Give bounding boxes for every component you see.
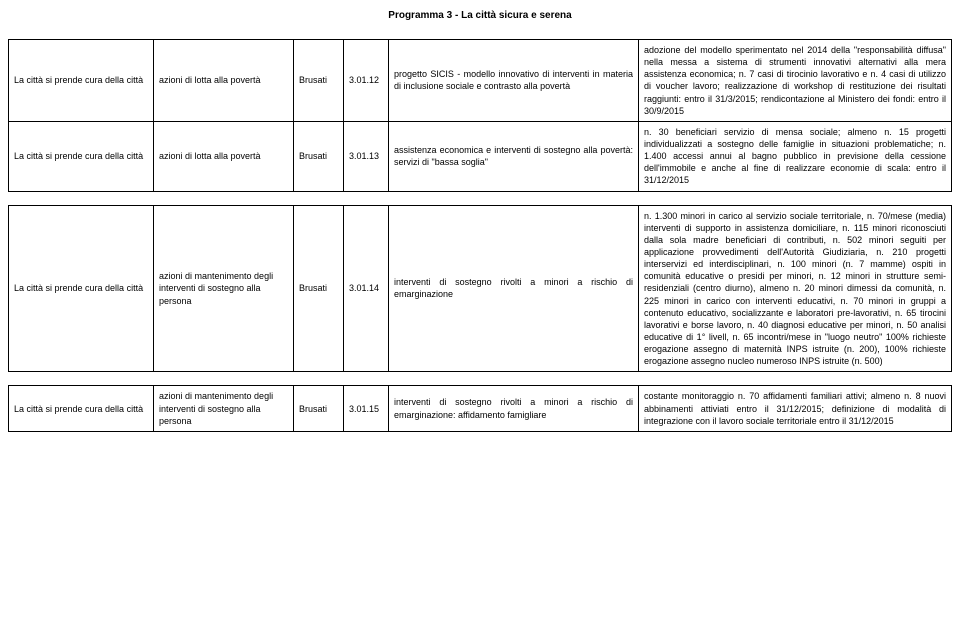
table-row: La città si prende cura della città azio…: [9, 205, 952, 372]
cell-azione: azioni di mantenimento degli interventi …: [154, 205, 294, 372]
cell-responsabile: Brusati: [294, 386, 344, 431]
cell-citta: La città si prende cura della città: [9, 121, 154, 191]
cell-responsabile: Brusati: [294, 205, 344, 372]
cell-codice: 3.01.13: [344, 121, 389, 191]
cell-descrizione: interventi di sostegno rivolti a minori …: [389, 205, 639, 372]
cell-descrizione: progetto SICIS - modello innovativo di i…: [389, 40, 639, 122]
table-row: La città si prende cura della città azio…: [9, 386, 952, 431]
spacer-row: [9, 372, 952, 386]
spacer-row: [9, 191, 952, 205]
cell-citta: La città si prende cura della città: [9, 205, 154, 372]
cell-indicatori: costante monitoraggio n. 70 affidamenti …: [639, 386, 952, 431]
cell-citta: La città si prende cura della città: [9, 40, 154, 122]
cell-responsabile: Brusati: [294, 40, 344, 122]
table-row: La città si prende cura della città azio…: [9, 121, 952, 191]
cell-azione: azioni di mantenimento degli interventi …: [154, 386, 294, 431]
cell-azione: azioni di lotta alla povertà: [154, 121, 294, 191]
cell-codice: 3.01.15: [344, 386, 389, 431]
page-title: Programma 3 - La città sicura e serena: [8, 10, 952, 21]
cell-descrizione: interventi di sostegno rivolti a minori …: [389, 386, 639, 431]
cell-indicatori: n. 30 beneficiari servizio di mensa soci…: [639, 121, 952, 191]
cell-indicatori: adozione del modello sperimentato nel 20…: [639, 40, 952, 122]
cell-indicatori: n. 1.300 minori in carico al servizio so…: [639, 205, 952, 372]
cell-citta: La città si prende cura della città: [9, 386, 154, 431]
cell-responsabile: Brusati: [294, 121, 344, 191]
table-row: La città si prende cura della città azio…: [9, 40, 952, 122]
cell-codice: 3.01.14: [344, 205, 389, 372]
cell-azione: azioni di lotta alla povertà: [154, 40, 294, 122]
cell-codice: 3.01.12: [344, 40, 389, 122]
cell-descrizione: assistenza economica e interventi di sos…: [389, 121, 639, 191]
data-table: La città si prende cura della città azio…: [8, 39, 952, 432]
